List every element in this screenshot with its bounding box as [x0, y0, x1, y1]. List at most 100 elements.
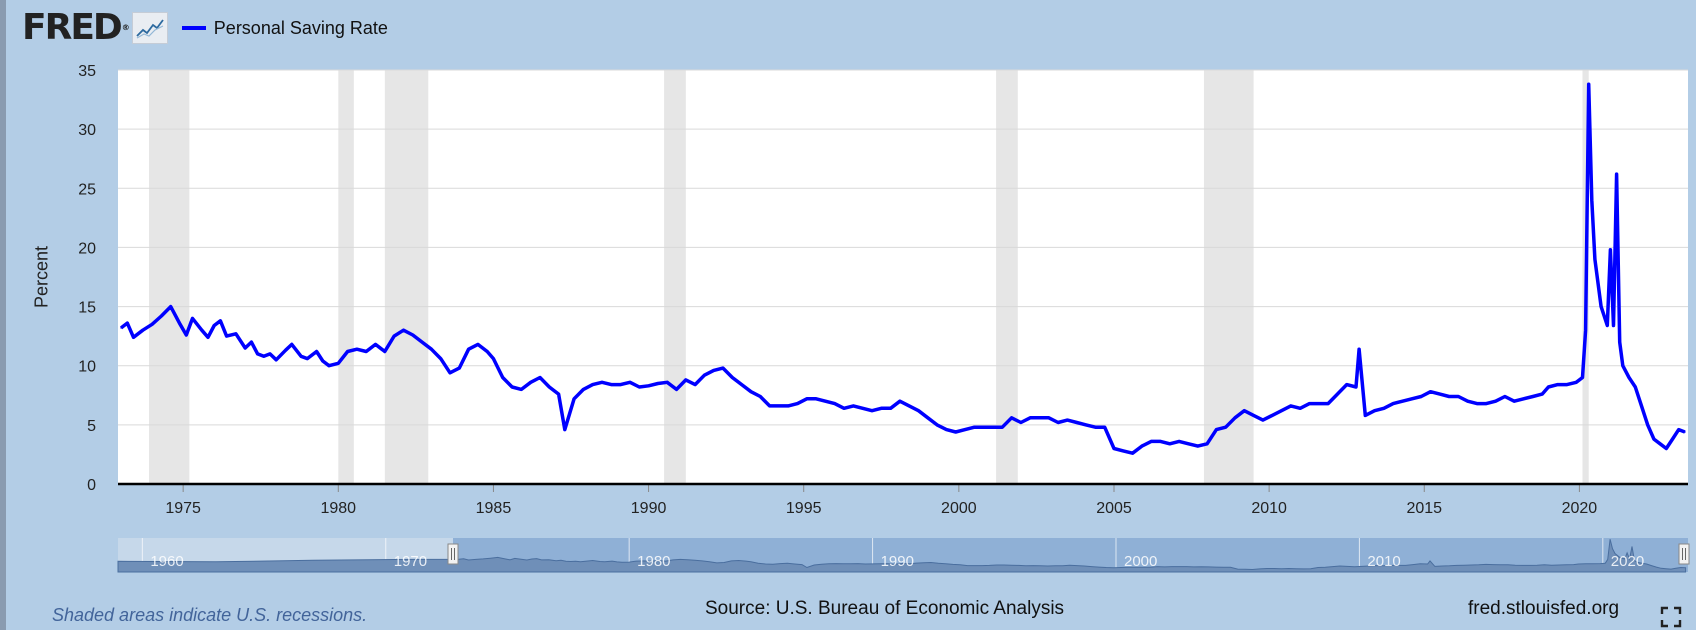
data-point	[1150, 440, 1153, 443]
data-point	[315, 350, 318, 353]
x-tick-label: 2020	[1562, 500, 1598, 517]
data-point	[225, 335, 228, 337]
site-link[interactable]: fred.stlouisfed.org	[1468, 598, 1620, 619]
navigator-labels: 1960 1970 1980 1990 2000 2010 2020	[150, 553, 1644, 570]
recession-band	[338, 70, 354, 484]
data-point	[1094, 426, 1097, 429]
navigator-right-handle[interactable]	[1678, 543, 1690, 565]
data-point	[768, 405, 771, 407]
data-point	[1581, 376, 1584, 379]
data-point	[250, 341, 253, 343]
data-point	[861, 407, 864, 410]
data-point	[402, 329, 405, 332]
data-point	[852, 405, 855, 407]
data-point	[520, 388, 523, 391]
data-point	[1159, 440, 1162, 443]
data-point	[486, 350, 489, 353]
data-point	[582, 388, 585, 391]
data-point	[806, 398, 808, 400]
y-tick-label: 30	[78, 122, 96, 139]
data-point	[889, 407, 892, 410]
recession-shading	[149, 70, 1589, 484]
data-point	[207, 336, 209, 339]
data-point	[169, 305, 172, 308]
data-point	[1358, 348, 1360, 350]
data-point	[591, 383, 594, 386]
fullscreen-icon[interactable]	[1660, 606, 1682, 628]
data-point	[1401, 400, 1404, 403]
navigator-left-handle[interactable]	[447, 543, 459, 565]
grid-lines	[118, 69, 1688, 426]
data-point	[244, 347, 247, 349]
x-tick-label: 2005	[1096, 500, 1132, 517]
data-point	[1066, 419, 1069, 421]
data-point	[824, 400, 827, 403]
data-point	[936, 424, 938, 426]
data-point	[328, 364, 330, 367]
x-tick-label: 1995	[786, 500, 822, 517]
data-point	[290, 343, 293, 346]
trend-line-icon	[131, 12, 168, 44]
data-point	[1485, 402, 1488, 405]
data-point	[1141, 445, 1143, 447]
data-point	[374, 343, 377, 346]
data-point	[712, 369, 715, 372]
data-point	[1029, 416, 1032, 419]
data-point	[815, 398, 817, 400]
data-point	[1547, 386, 1550, 388]
data-point	[1308, 402, 1311, 405]
data-point	[899, 400, 901, 403]
data-point	[629, 381, 631, 384]
data-point	[467, 348, 470, 350]
data-point	[421, 341, 423, 343]
data-point	[263, 355, 265, 358]
data-point	[1001, 426, 1004, 429]
navigator-tick-label: 2020	[1611, 553, 1644, 570]
recession-band	[996, 70, 1018, 484]
data-point	[917, 409, 920, 412]
data-point	[954, 431, 957, 433]
data-point	[601, 381, 603, 384]
legend-item[interactable]: Personal Saving Rate	[181, 18, 388, 39]
y-tick-label: 20	[78, 240, 96, 257]
data-point	[675, 388, 678, 391]
data-point	[1020, 421, 1022, 424]
data-point	[1131, 452, 1134, 455]
y-tick-label: 5	[87, 418, 96, 435]
data-point	[619, 383, 622, 386]
data-point	[880, 407, 883, 410]
data-point	[1038, 416, 1041, 419]
data-point	[1628, 376, 1630, 379]
data-point	[511, 386, 513, 388]
data-point	[1622, 364, 1624, 367]
data-point	[411, 334, 414, 336]
navigator-tick-label: 2010	[1367, 553, 1400, 570]
data-point	[1345, 383, 1348, 386]
data-point	[871, 409, 873, 412]
data-point	[1646, 424, 1649, 426]
data-point	[982, 426, 985, 429]
plot-area	[118, 70, 1688, 484]
data-point	[356, 348, 358, 350]
data-point	[269, 353, 271, 355]
data-point	[1103, 426, 1106, 429]
range-navigator[interactable]: 1960 1970 1980 1990 2000 2010 2020	[117, 538, 1690, 573]
data-point	[1575, 381, 1578, 384]
data-point	[160, 315, 163, 317]
data-point	[647, 385, 650, 387]
data-point	[256, 353, 259, 355]
data-point	[1215, 428, 1218, 431]
fred-logo[interactable]: FRED®	[22, 7, 130, 48]
data-point	[179, 323, 181, 326]
data-point	[126, 322, 129, 324]
data-point	[1466, 400, 1469, 403]
data-point	[529, 381, 532, 384]
data-point	[200, 329, 203, 332]
y-tick-label: 25	[78, 181, 96, 198]
data-point	[1262, 419, 1264, 421]
data-point	[1600, 305, 1602, 308]
x-tick-label: 1975	[165, 500, 201, 517]
data-point	[492, 357, 495, 360]
data-point	[1271, 414, 1274, 417]
data-point	[685, 379, 687, 381]
